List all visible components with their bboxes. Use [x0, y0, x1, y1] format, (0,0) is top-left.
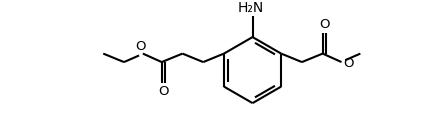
- Text: O: O: [343, 57, 354, 70]
- Text: O: O: [136, 40, 146, 53]
- Text: O: O: [319, 18, 329, 31]
- Text: O: O: [158, 85, 169, 98]
- Text: H₂N: H₂N: [237, 1, 264, 15]
